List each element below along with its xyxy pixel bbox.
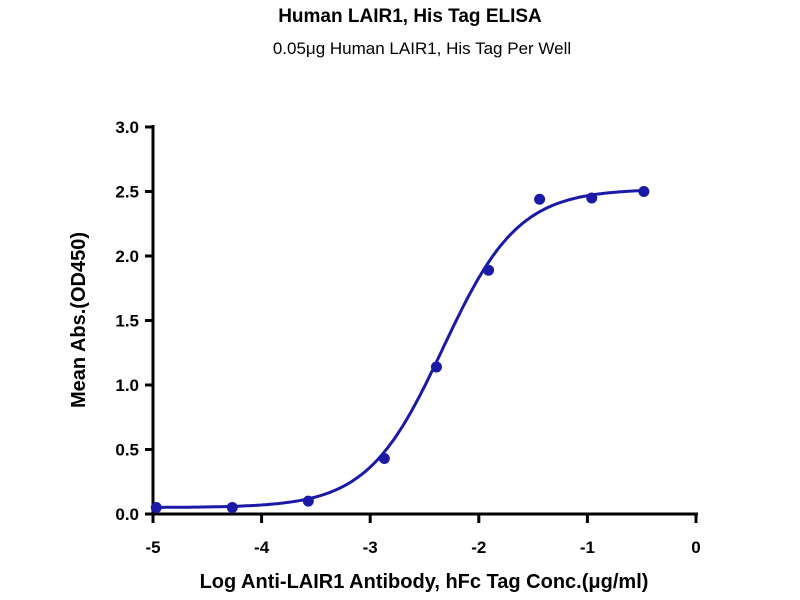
- y-tick-label: 0.5: [115, 441, 139, 460]
- y-tick-label: 0.0: [115, 505, 139, 524]
- data-point: [150, 502, 162, 514]
- data-point: [302, 495, 314, 507]
- data-point: [534, 193, 546, 205]
- x-axis-label: Log Anti-LAIR1 Antibody, hFc Tag Conc.(μ…: [200, 571, 649, 593]
- data-point: [378, 453, 390, 465]
- data-point: [483, 264, 495, 276]
- x-tick-label: -2: [471, 538, 486, 557]
- y-tick-label: 1.5: [115, 312, 139, 331]
- data-point: [226, 502, 238, 514]
- data-point: [638, 186, 650, 197]
- y-tick-label: 2.0: [115, 247, 139, 266]
- axes: 0.0 0.5 1.0 1.5 2.0 2.5 3.0 -5 -4 -3 -2 -1 0: [115, 118, 700, 557]
- data-point: [430, 361, 442, 373]
- x-tick-label: -1: [580, 538, 595, 557]
- x-tick-label: -3: [363, 538, 378, 557]
- fit-curve: [153, 189, 644, 509]
- y-tick-label: 3.0: [115, 118, 139, 137]
- data-point: [586, 192, 598, 204]
- chart-title: Human LAIR1, His Tag ELISA: [278, 6, 542, 27]
- chart-subtitle: 0.05μg Human LAIR1, His Tag Per Well: [273, 39, 571, 58]
- data-points: [150, 186, 650, 514]
- y-tick-label: 2.5: [115, 183, 139, 202]
- y-axis-label: Mean Abs.(OD450): [68, 232, 90, 408]
- x-tick-label: 0: [691, 538, 700, 557]
- y-tick-label: 1.0: [115, 376, 139, 395]
- x-tick-label: -4: [254, 538, 270, 557]
- x-tick-label: -5: [145, 538, 160, 557]
